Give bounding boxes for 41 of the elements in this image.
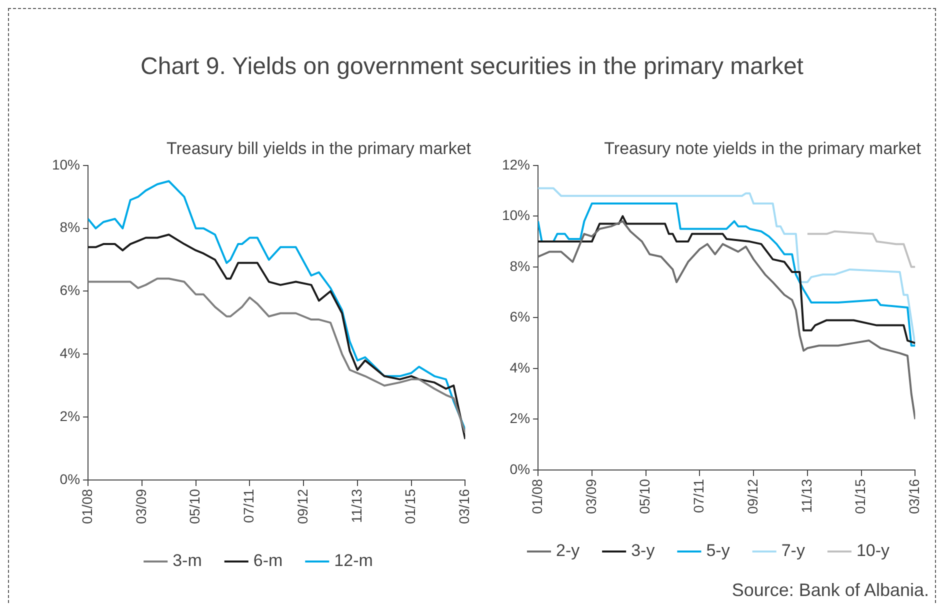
legend-label: 5-y bbox=[706, 541, 730, 560]
x-tick-label: 01/15 bbox=[402, 488, 418, 524]
y-tick-label: 6% bbox=[510, 308, 530, 325]
y-tick-label: 4% bbox=[60, 345, 80, 361]
x-tick-label: 01/08 bbox=[78, 488, 95, 524]
legend-label: 10-y bbox=[856, 541, 890, 560]
x-tick-label: 03/09 bbox=[582, 478, 599, 514]
y-tick-label: 12% bbox=[502, 156, 530, 172]
x-tick-label: 11/13 bbox=[798, 478, 814, 513]
chart-title: Treasury bill yields in the primary market bbox=[166, 138, 472, 158]
y-tick-label: 10% bbox=[502, 207, 530, 224]
x-tick-label: 11/13 bbox=[348, 488, 364, 523]
y-tick-label: 2% bbox=[60, 408, 80, 424]
x-tick-label: 03/16 bbox=[906, 478, 922, 514]
x-tick-label: 03/09 bbox=[132, 488, 149, 524]
y-tick-label: 8% bbox=[60, 219, 80, 236]
legend-label: 3-m bbox=[172, 551, 202, 570]
legend-label: 7-y bbox=[781, 541, 806, 560]
y-tick-label: 0% bbox=[60, 470, 80, 487]
x-tick-label: 09/12 bbox=[744, 478, 760, 514]
y-tick-label: 10% bbox=[52, 156, 80, 172]
y-tick-label: 8% bbox=[510, 258, 530, 274]
x-tick-label: 05/10 bbox=[636, 478, 653, 514]
caption: Chart 9. Yields on government securities in the primary market bbox=[140, 53, 804, 81]
legend-label: 12-m bbox=[334, 551, 373, 570]
x-tick-label: 07/11 bbox=[690, 478, 707, 513]
y-tick-label: 6% bbox=[60, 282, 80, 298]
y-tick-label: 0% bbox=[510, 460, 530, 477]
y-tick-label: 2% bbox=[510, 410, 530, 426]
legend-label: 6-m bbox=[253, 551, 283, 570]
x-tick-label: 01/15 bbox=[852, 478, 868, 514]
x-tick-label: 07/11 bbox=[240, 488, 257, 523]
x-tick-label: 03/16 bbox=[456, 488, 472, 524]
x-tick-label: 09/12 bbox=[294, 488, 310, 524]
legend-label: 3-y bbox=[631, 541, 656, 560]
x-tick-label: 05/10 bbox=[186, 488, 203, 524]
source-note: Source: Bank of Albania. bbox=[732, 580, 929, 601]
legend-label: 2-y bbox=[556, 541, 580, 560]
y-tick-label: 4% bbox=[510, 359, 530, 376]
x-tick-label: 01/08 bbox=[528, 478, 545, 514]
chart-title: Treasury note yields in the primary market bbox=[604, 138, 922, 158]
